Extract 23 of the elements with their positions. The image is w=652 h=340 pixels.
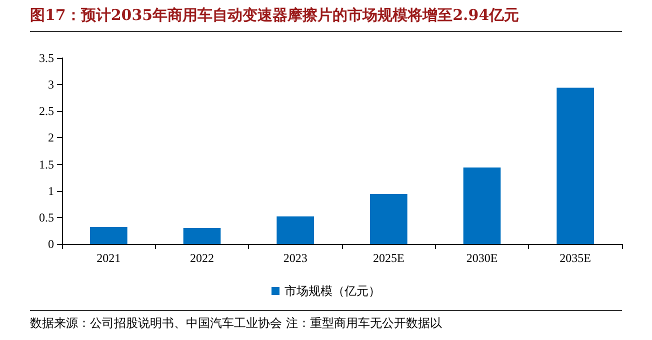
y-tick-label: 0.5 (39, 210, 54, 224)
bar (370, 194, 408, 244)
x-tick-label: 2023 (283, 251, 308, 265)
y-tick-label: 2 (48, 130, 54, 145)
bar (556, 88, 594, 244)
x-tick-label: 2030E (466, 251, 498, 265)
y-tick-label: 3 (48, 78, 54, 92)
x-tick-label: 2035E (560, 251, 592, 265)
bar (183, 228, 221, 244)
y-tick-label: 3.5 (39, 51, 54, 65)
y-tick-label: 2.5 (39, 104, 54, 118)
x-tick-label: 2021 (96, 251, 121, 265)
chart-title: 图17：预计2035年商用车自动变速器摩擦片的市场规模将增至2.94亿元 (30, 6, 622, 32)
legend-label: 市场规模（亿元） (284, 284, 380, 298)
y-tick-label: 1 (48, 184, 54, 198)
y-tick-label: 1.5 (39, 157, 54, 172)
x-tick-label: 2025E (372, 251, 404, 265)
source-note: 数据来源：公司招股说明书、中国汽车工业协会 注：重型商用车无公开数据以 (30, 310, 622, 332)
x-tick-label: 2022 (190, 251, 214, 265)
y-tick-label: 0 (48, 237, 54, 251)
bar (90, 226, 128, 244)
bar (276, 216, 314, 244)
bar (463, 167, 501, 244)
